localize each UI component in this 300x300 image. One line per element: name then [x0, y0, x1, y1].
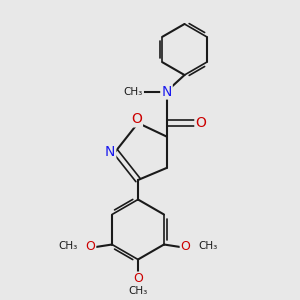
Text: N: N — [105, 145, 115, 158]
Text: CH₃: CH₃ — [124, 86, 143, 97]
Text: O: O — [181, 239, 190, 253]
Text: CH₃: CH₃ — [58, 241, 77, 251]
Text: CH₃: CH₃ — [128, 286, 148, 296]
Text: O: O — [131, 112, 142, 126]
Text: N: N — [161, 85, 172, 98]
Text: O: O — [85, 239, 95, 253]
Text: O: O — [133, 272, 143, 286]
Text: CH₃: CH₃ — [199, 241, 218, 251]
Text: O: O — [196, 116, 206, 130]
